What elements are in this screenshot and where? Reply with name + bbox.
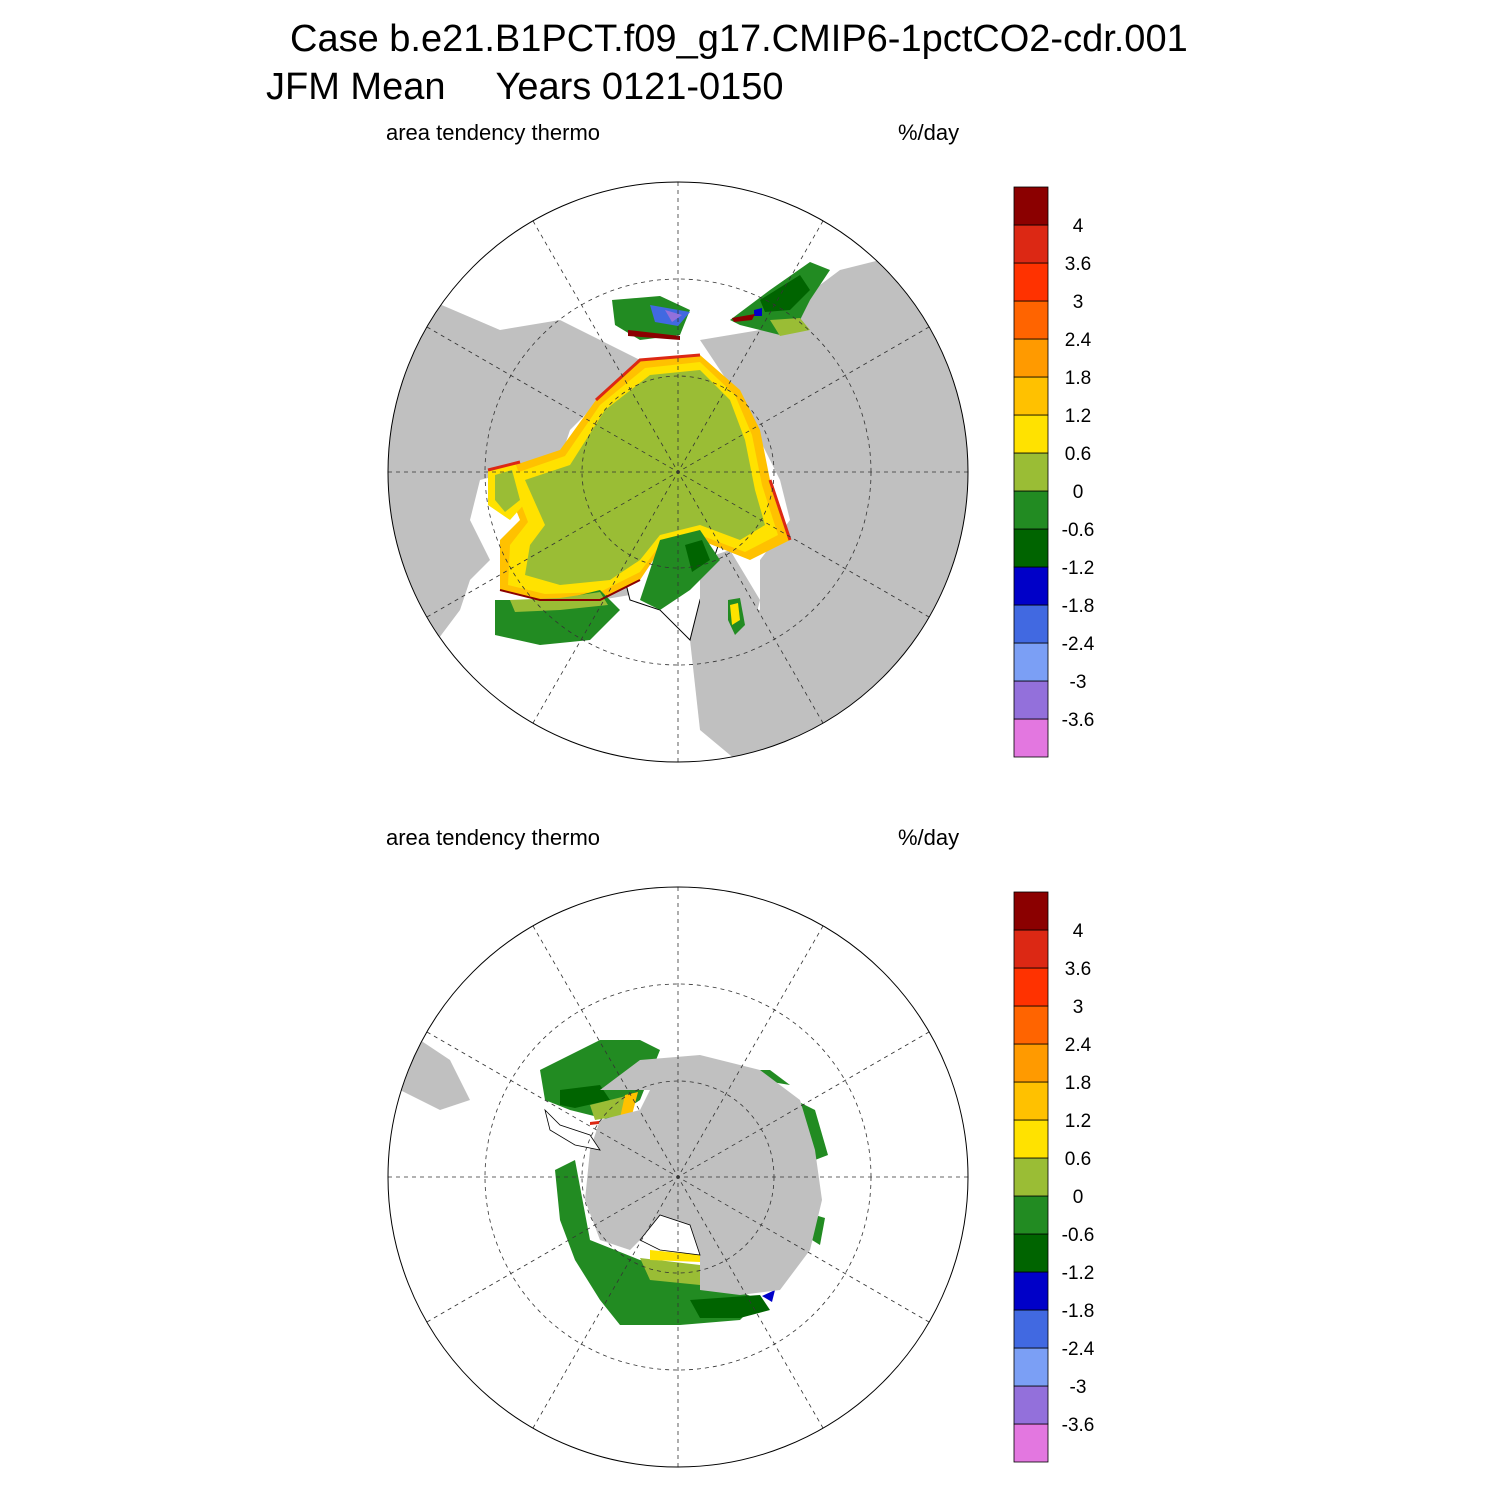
north-colorbar-tick-label: 4 bbox=[1073, 216, 1084, 237]
north-colorbar-box bbox=[1013, 604, 1049, 644]
north-colorbar-tick-label: 1.8 bbox=[1065, 368, 1091, 389]
north-colorbar-tick-label: -1.2 bbox=[1062, 558, 1095, 579]
south-colorbar-box bbox=[1013, 1309, 1049, 1349]
south-land-ross-shelf bbox=[639, 1214, 701, 1256]
north-land-america bbox=[388, 300, 640, 650]
north-polar-map bbox=[387, 181, 969, 763]
south-colorbar-box bbox=[1013, 967, 1049, 1007]
north-colorbar-tick-label: 3.6 bbox=[1065, 254, 1091, 275]
north-colorbar-box bbox=[1013, 186, 1049, 226]
south-colorbar-tick-label: -0.6 bbox=[1062, 1225, 1095, 1246]
north-colorbar-tick-label: -3 bbox=[1070, 672, 1087, 693]
south-colorbar-box bbox=[1013, 1119, 1049, 1159]
south-colorbar-tick-label: -3.6 bbox=[1062, 1415, 1095, 1436]
figure-title: Case b.e21.B1PCT.f09_g17.CMIP6-1pctCO2-c… bbox=[290, 18, 1188, 60]
north-colorbar-box bbox=[1013, 414, 1049, 454]
north-colorbar-box bbox=[1013, 376, 1049, 416]
north-colorbar-box bbox=[1013, 528, 1049, 568]
north-colorbar-tick-label: -3.6 bbox=[1062, 710, 1095, 731]
season-label: JFM Mean bbox=[266, 66, 446, 108]
south-colorbar-box bbox=[1013, 1423, 1049, 1463]
figure-subtitle: JFM Mean Years 0121-0150 bbox=[266, 66, 784, 109]
south-colorbar-box bbox=[1013, 1005, 1049, 1045]
north-variable-label: area tendency thermo bbox=[386, 120, 601, 145]
south-colorbar-box bbox=[1013, 891, 1049, 931]
north-colorbar-tick-label: 2.4 bbox=[1065, 330, 1092, 351]
south-colorbar-tick-label: 1.8 bbox=[1065, 1073, 1091, 1094]
north-ice-central bbox=[525, 370, 765, 585]
south-colorbar-box bbox=[1013, 1157, 1049, 1197]
north-colorbar-tick-label: -0.6 bbox=[1062, 520, 1095, 541]
south-colorbar-box bbox=[1013, 1271, 1049, 1311]
south-colorbar-tick-label: -1.8 bbox=[1062, 1301, 1095, 1322]
north-colorbar-tick-label: 3 bbox=[1073, 292, 1084, 313]
north-colorbar-box bbox=[1013, 452, 1049, 492]
south-colorbar-tick-label: 0.6 bbox=[1065, 1149, 1091, 1170]
years-label: Years 0121-0150 bbox=[495, 66, 784, 108]
north-colorbar-box bbox=[1013, 490, 1049, 530]
north-colorbar-box bbox=[1013, 224, 1049, 264]
north-colorbar-box bbox=[1013, 262, 1049, 302]
north-colorbar: -3.6 -3 -2.4 -1.8 -1.2 -0.6 0 0.6 1.2 1.8 2.4 3 3.6 4 bbox=[1013, 186, 1095, 758]
south-colorbar-tick-label: -3 bbox=[1070, 1377, 1087, 1398]
south-land-peninsula bbox=[544, 1108, 601, 1151]
south-colorbar-box bbox=[1013, 1347, 1049, 1387]
south-colorbar: -3.6 -3 -2.4 -1.8 -1.2 -0.6 0 0.6 1.2 1.8 2.4 3 3.6 4 bbox=[1013, 891, 1095, 1463]
south-colorbar-tick-label: 0 bbox=[1073, 1187, 1084, 1208]
north-colorbar-box bbox=[1013, 338, 1049, 378]
south-colorbar-box bbox=[1013, 1043, 1049, 1083]
north-graticule bbox=[388, 182, 968, 762]
north-colorbar-tick-label: 0 bbox=[1073, 482, 1084, 503]
south-colorbar-tick-label: -2.4 bbox=[1062, 1339, 1095, 1360]
north-ice-okhotsk bbox=[612, 296, 690, 340]
south-colorbar-tick-label: 4 bbox=[1073, 921, 1084, 942]
north-colorbar-box bbox=[1013, 300, 1049, 340]
south-colorbar-box bbox=[1013, 1195, 1049, 1235]
south-units-label: %/day bbox=[898, 825, 960, 850]
south-colorbar-box bbox=[1013, 929, 1049, 969]
south-colorbar-tick-label: 3 bbox=[1073, 997, 1084, 1018]
north-ice-field bbox=[487, 262, 830, 645]
south-colorbar-tick-label: 1.2 bbox=[1065, 1111, 1091, 1132]
north-colorbar-tick-label: 0.6 bbox=[1065, 444, 1091, 465]
north-colorbar-tick-label: -2.4 bbox=[1062, 634, 1095, 655]
north-colorbar-tick-label: 1.2 bbox=[1065, 406, 1091, 427]
north-colorbar-tick-label: -1.8 bbox=[1062, 596, 1095, 617]
north-colorbar-box bbox=[1013, 680, 1049, 720]
south-colorbar-box bbox=[1013, 1385, 1049, 1425]
south-graticule bbox=[388, 887, 968, 1467]
south-polar-map bbox=[387, 886, 969, 1468]
north-units-label: %/day bbox=[898, 120, 960, 145]
south-variable-label: area tendency thermo bbox=[386, 825, 601, 850]
south-colorbar-tick-label: 3.6 bbox=[1065, 959, 1091, 980]
north-colorbar-box bbox=[1013, 718, 1049, 758]
south-colorbar-tick-label: 2.4 bbox=[1065, 1035, 1092, 1056]
south-colorbar-box bbox=[1013, 1081, 1049, 1121]
north-colorbar-box bbox=[1013, 642, 1049, 682]
south-colorbar-box bbox=[1013, 1233, 1049, 1273]
south-colorbar-tick-label: -1.2 bbox=[1062, 1263, 1095, 1284]
north-colorbar-box bbox=[1013, 566, 1049, 606]
